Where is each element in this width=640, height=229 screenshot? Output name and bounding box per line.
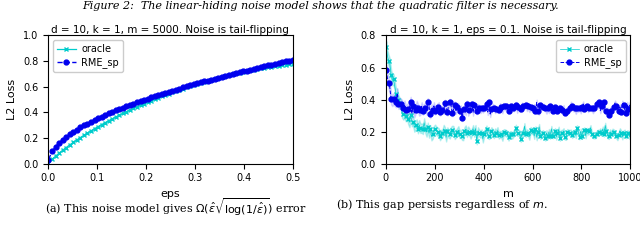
Line: oracle: oracle — [46, 61, 295, 166]
RME_sp — [253, 67, 261, 69]
RME_sp — [45, 158, 52, 161]
oracle — [447, 129, 455, 132]
RME_sp — [428, 106, 435, 109]
RME_sp — [615, 110, 623, 112]
Y-axis label: L2 Loss: L2 Loss — [345, 79, 355, 120]
oracle — [108, 117, 116, 120]
RME_sp — [392, 101, 400, 103]
oracle — [606, 131, 614, 133]
Legend: oracle, RME_sp: oracle, RME_sp — [556, 40, 625, 72]
Text: (a) This noise model gives $\Omega(\hat{\varepsilon}\sqrt{\log(1/\hat{\varepsilo: (a) This noise model gives $\Omega(\hat{… — [45, 197, 307, 218]
RME_sp — [179, 86, 187, 89]
X-axis label: m: m — [502, 189, 513, 199]
oracle — [119, 112, 127, 115]
oracle — [253, 68, 261, 70]
Legend: oracle, RME_sp: oracle, RME_sp — [53, 40, 123, 72]
oracle — [179, 87, 187, 90]
Y-axis label: L2 Loss: L2 Loss — [7, 79, 17, 120]
X-axis label: eps: eps — [161, 189, 180, 199]
oracle — [615, 133, 623, 136]
oracle — [382, 45, 390, 48]
Title: d = 10, k = 1, m = 5000. Noise is tail-flipping: d = 10, k = 1, m = 5000. Noise is tail-f… — [51, 25, 289, 35]
RME_sp — [289, 58, 296, 61]
RME_sp — [447, 104, 455, 107]
Text: Figure 2:  The linear-hiding noise model shows that the quadratic filter is nece: Figure 2: The linear-hiding noise model … — [82, 1, 558, 11]
oracle — [397, 103, 404, 105]
RME_sp — [382, 69, 390, 72]
oracle — [473, 139, 481, 142]
Title: d = 10, k = 1, eps = 0.1. Noise is tail-flipping: d = 10, k = 1, eps = 0.1. Noise is tail-… — [390, 25, 627, 35]
RME_sp — [606, 109, 614, 111]
oracle — [45, 162, 52, 164]
Line: RME_sp: RME_sp — [384, 68, 632, 120]
oracle — [392, 92, 400, 95]
Line: oracle: oracle — [384, 44, 632, 143]
Line: RME_sp: RME_sp — [46, 57, 295, 162]
RME_sp — [458, 116, 466, 119]
oracle — [289, 62, 296, 65]
oracle — [428, 135, 435, 137]
Text: (b) This gap persists regardless of $m$.: (b) This gap persists regardless of $m$. — [336, 197, 548, 212]
RME_sp — [119, 106, 127, 109]
RME_sp — [626, 104, 634, 106]
RME_sp — [101, 114, 109, 116]
oracle — [626, 135, 634, 138]
RME_sp — [250, 67, 258, 70]
oracle — [250, 68, 258, 71]
RME_sp — [397, 102, 404, 105]
RME_sp — [108, 111, 116, 113]
oracle — [101, 121, 109, 124]
